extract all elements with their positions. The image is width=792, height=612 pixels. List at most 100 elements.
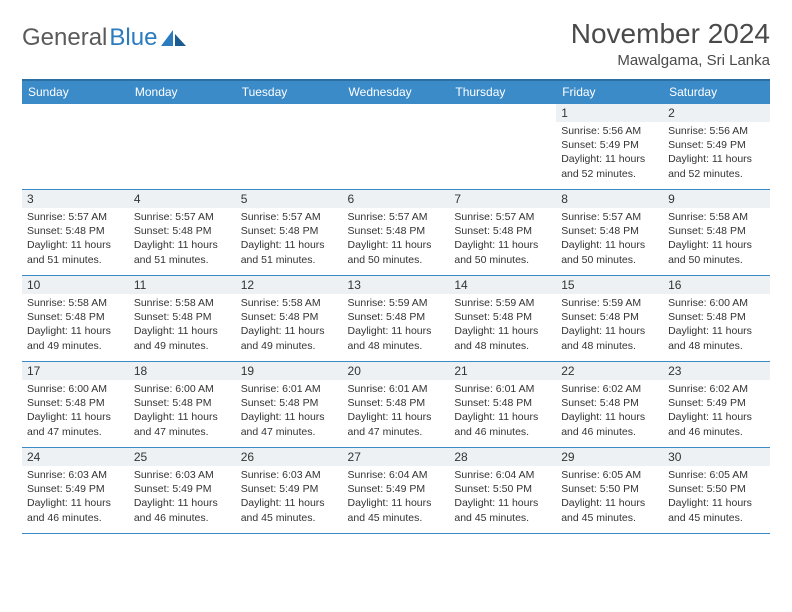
detail-line: and 47 minutes.: [134, 425, 231, 439]
detail-line: Daylight: 11 hours: [561, 324, 658, 338]
detail-line: Sunrise: 5:58 AM: [668, 210, 765, 224]
detail-line: Daylight: 11 hours: [668, 238, 765, 252]
calendar-cell: 28Sunrise: 6:04 AMSunset: 5:50 PMDayligh…: [449, 448, 556, 534]
detail-line: Sunset: 5:50 PM: [454, 482, 551, 496]
day-number: 9: [663, 190, 770, 208]
sail-icon: [161, 28, 187, 48]
detail-line: Sunrise: 5:56 AM: [668, 124, 765, 138]
detail-line: Sunrise: 6:04 AM: [454, 468, 551, 482]
detail-line: and 48 minutes.: [668, 339, 765, 353]
weekday-header: Sunday: [22, 80, 129, 104]
day-number: 26: [236, 448, 343, 466]
calendar-cell: 11Sunrise: 5:58 AMSunset: 5:48 PMDayligh…: [129, 276, 236, 362]
detail-line: and 50 minutes.: [668, 253, 765, 267]
day-details: Sunrise: 6:02 AMSunset: 5:48 PMDaylight:…: [556, 380, 663, 442]
day-number: 23: [663, 362, 770, 380]
detail-line: Daylight: 11 hours: [668, 496, 765, 510]
day-details: Sunrise: 6:01 AMSunset: 5:48 PMDaylight:…: [236, 380, 343, 442]
day-details: Sunrise: 5:58 AMSunset: 5:48 PMDaylight:…: [663, 208, 770, 270]
detail-line: and 49 minutes.: [134, 339, 231, 353]
day-number: 4: [129, 190, 236, 208]
detail-line: Daylight: 11 hours: [27, 324, 124, 338]
day-details: Sunrise: 6:00 AMSunset: 5:48 PMDaylight:…: [22, 380, 129, 442]
weekday-header-row: Sunday Monday Tuesday Wednesday Thursday…: [22, 80, 770, 104]
calendar-body: 1Sunrise: 5:56 AMSunset: 5:49 PMDaylight…: [22, 104, 770, 534]
calendar-cell: 4Sunrise: 5:57 AMSunset: 5:48 PMDaylight…: [129, 190, 236, 276]
detail-line: and 47 minutes.: [241, 425, 338, 439]
day-details: Sunrise: 6:00 AMSunset: 5:48 PMDaylight:…: [663, 294, 770, 356]
calendar-cell: 5Sunrise: 5:57 AMSunset: 5:48 PMDaylight…: [236, 190, 343, 276]
calendar-week-row: 24Sunrise: 6:03 AMSunset: 5:49 PMDayligh…: [22, 448, 770, 534]
detail-line: Daylight: 11 hours: [241, 410, 338, 424]
detail-line: Sunset: 5:49 PM: [561, 138, 658, 152]
calendar-cell: 22Sunrise: 6:02 AMSunset: 5:48 PMDayligh…: [556, 362, 663, 448]
detail-line: Sunset: 5:48 PM: [134, 396, 231, 410]
day-number: 27: [343, 448, 450, 466]
detail-line: Sunset: 5:49 PM: [348, 482, 445, 496]
day-details: Sunrise: 6:03 AMSunset: 5:49 PMDaylight:…: [22, 466, 129, 528]
detail-line: Sunrise: 6:04 AM: [348, 468, 445, 482]
detail-line: Sunrise: 6:00 AM: [27, 382, 124, 396]
location-label: Mawalgama, Sri Lanka: [571, 52, 770, 69]
day-number: 18: [129, 362, 236, 380]
calendar-cell: 26Sunrise: 6:03 AMSunset: 5:49 PMDayligh…: [236, 448, 343, 534]
detail-line: Daylight: 11 hours: [241, 238, 338, 252]
day-number: 22: [556, 362, 663, 380]
calendar-cell: 24Sunrise: 6:03 AMSunset: 5:49 PMDayligh…: [22, 448, 129, 534]
calendar-cell: 30Sunrise: 6:05 AMSunset: 5:50 PMDayligh…: [663, 448, 770, 534]
detail-line: and 45 minutes.: [561, 511, 658, 525]
detail-line: and 48 minutes.: [348, 339, 445, 353]
day-details: Sunrise: 5:57 AMSunset: 5:48 PMDaylight:…: [449, 208, 556, 270]
detail-line: Sunrise: 6:01 AM: [454, 382, 551, 396]
calendar-cell: [236, 104, 343, 190]
detail-line: Daylight: 11 hours: [241, 324, 338, 338]
detail-line: Daylight: 11 hours: [454, 324, 551, 338]
day-details: Sunrise: 5:57 AMSunset: 5:48 PMDaylight:…: [343, 208, 450, 270]
month-title: November 2024: [571, 18, 770, 50]
day-details: Sunrise: 5:59 AMSunset: 5:48 PMDaylight:…: [556, 294, 663, 356]
detail-line: and 50 minutes.: [454, 253, 551, 267]
detail-line: Sunset: 5:48 PM: [134, 224, 231, 238]
day-details: Sunrise: 5:58 AMSunset: 5:48 PMDaylight:…: [22, 294, 129, 356]
day-number: 7: [449, 190, 556, 208]
detail-line: Daylight: 11 hours: [454, 238, 551, 252]
day-details: Sunrise: 5:57 AMSunset: 5:48 PMDaylight:…: [129, 208, 236, 270]
calendar-week-row: 3Sunrise: 5:57 AMSunset: 5:48 PMDaylight…: [22, 190, 770, 276]
detail-line: Daylight: 11 hours: [134, 238, 231, 252]
detail-line: Sunrise: 5:59 AM: [348, 296, 445, 310]
detail-line: Sunrise: 5:57 AM: [27, 210, 124, 224]
weekday-header: Thursday: [449, 80, 556, 104]
day-number: 17: [22, 362, 129, 380]
day-number: 24: [22, 448, 129, 466]
detail-line: and 52 minutes.: [668, 167, 765, 181]
calendar-cell: 29Sunrise: 6:05 AMSunset: 5:50 PMDayligh…: [556, 448, 663, 534]
detail-line: Sunrise: 5:58 AM: [134, 296, 231, 310]
calendar-cell: [449, 104, 556, 190]
calendar-cell: 19Sunrise: 6:01 AMSunset: 5:48 PMDayligh…: [236, 362, 343, 448]
detail-line: Sunset: 5:48 PM: [134, 310, 231, 324]
detail-line: Daylight: 11 hours: [561, 238, 658, 252]
detail-line: and 45 minutes.: [241, 511, 338, 525]
detail-line: and 51 minutes.: [241, 253, 338, 267]
detail-line: Sunrise: 5:57 AM: [454, 210, 551, 224]
detail-line: Sunrise: 6:03 AM: [241, 468, 338, 482]
detail-line: Sunrise: 6:00 AM: [134, 382, 231, 396]
day-details: Sunrise: 6:04 AMSunset: 5:50 PMDaylight:…: [449, 466, 556, 528]
detail-line: Sunrise: 6:02 AM: [561, 382, 658, 396]
detail-line: Sunset: 5:48 PM: [561, 224, 658, 238]
calendar-cell: 17Sunrise: 6:00 AMSunset: 5:48 PMDayligh…: [22, 362, 129, 448]
detail-line: and 47 minutes.: [27, 425, 124, 439]
detail-line: Sunset: 5:48 PM: [454, 224, 551, 238]
detail-line: Sunset: 5:48 PM: [561, 310, 658, 324]
calendar-cell: [22, 104, 129, 190]
detail-line: Daylight: 11 hours: [561, 410, 658, 424]
detail-line: and 46 minutes.: [668, 425, 765, 439]
calendar-cell: 9Sunrise: 5:58 AMSunset: 5:48 PMDaylight…: [663, 190, 770, 276]
day-number: 19: [236, 362, 343, 380]
calendar-cell: 23Sunrise: 6:02 AMSunset: 5:49 PMDayligh…: [663, 362, 770, 448]
detail-line: Daylight: 11 hours: [241, 496, 338, 510]
brand-part1: General: [22, 24, 107, 52]
calendar-cell: 1Sunrise: 5:56 AMSunset: 5:49 PMDaylight…: [556, 104, 663, 190]
detail-line: and 45 minutes.: [348, 511, 445, 525]
day-details: Sunrise: 5:56 AMSunset: 5:49 PMDaylight:…: [556, 122, 663, 184]
